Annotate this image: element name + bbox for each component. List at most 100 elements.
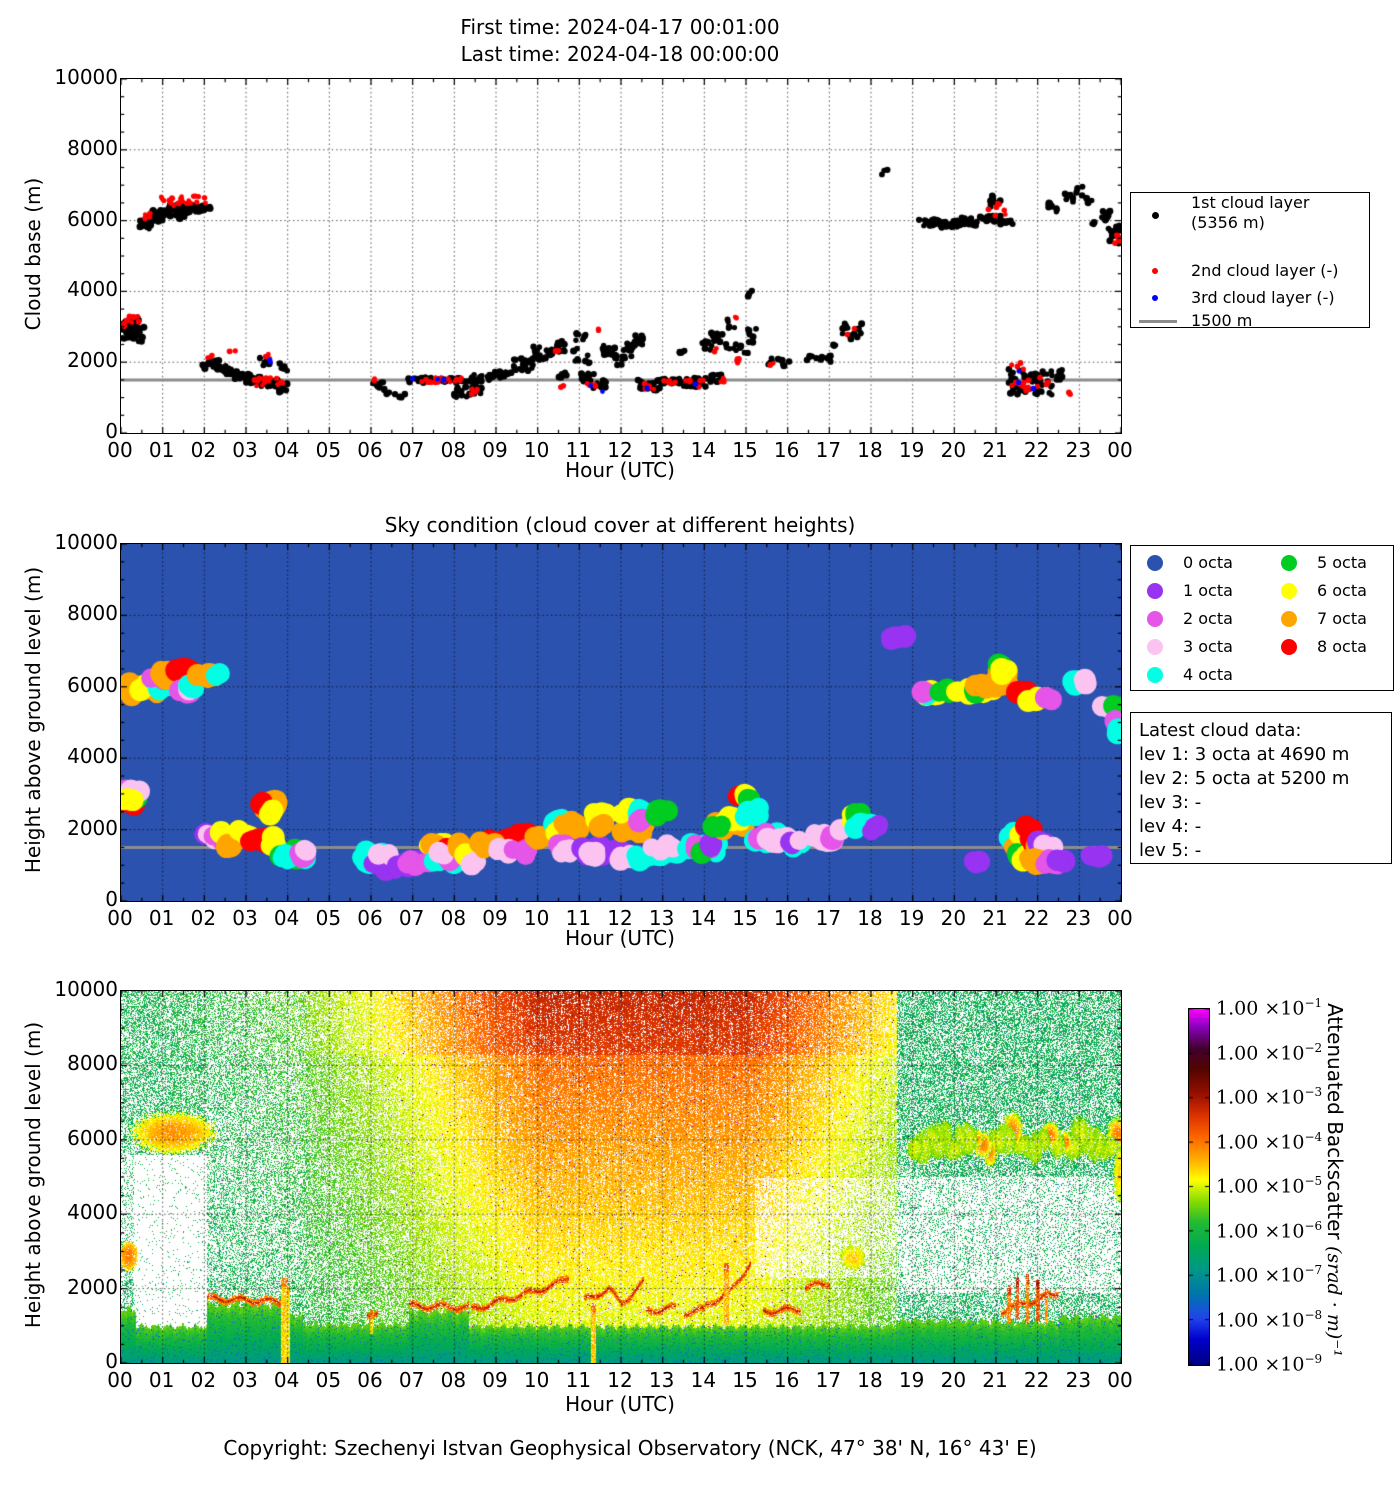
latest-box-line: lev 4: - xyxy=(1139,816,1202,837)
p2-xtick-label: 18 xyxy=(857,906,883,930)
p3-xtick-label: 16 xyxy=(773,1368,800,1392)
sky-condition-canvas xyxy=(121,544,1121,901)
colorbar-tick-label: 1.00 ×10−8 xyxy=(1216,1307,1323,1331)
p3-ytick-label: 10000 xyxy=(54,977,118,1001)
octa-label: 7 octa xyxy=(1317,609,1367,628)
latest-box-line: lev 1: 3 octa at 4690 m xyxy=(1139,744,1350,765)
copyright: Copyright: Szechenyi Istvan Geophysical … xyxy=(223,1436,1037,1460)
latest-cloud-data-box: Latest cloud data: lev 1: 3 octa at 4690 … xyxy=(1130,712,1392,864)
colorbar-tick-label: 1.00 ×10−4 xyxy=(1216,1129,1323,1153)
p3-xtick-label: 03 xyxy=(232,1368,258,1392)
octa-label: 3 octa xyxy=(1183,637,1233,656)
colorbar-tick-label: 1.00 ×10−3 xyxy=(1216,1085,1323,1109)
p2-xtick-label: 02 xyxy=(190,906,217,930)
p3-xtick-label: 05 xyxy=(315,1368,342,1392)
p3-xtick-label: 23 xyxy=(1065,1368,1092,1392)
p3-ytick-label: 6000 xyxy=(67,1125,118,1150)
p3-xtick-label: 01 xyxy=(148,1368,175,1392)
p1-xtick-label: 01 xyxy=(148,438,175,462)
p1-ytick-label: 8000 xyxy=(67,135,118,160)
p2-xtick-label: 17 xyxy=(815,906,842,930)
colorbar-axis-label: Attenuated Backscatter (srad · m)⁻¹ xyxy=(1323,965,1347,1395)
p2-xtick-label: 00 xyxy=(107,906,133,930)
p2-xtick-label: 05 xyxy=(315,906,342,930)
octa-label: 6 octa xyxy=(1317,581,1367,600)
p2-xtick-label: 22 xyxy=(1023,906,1050,930)
p1-y-axis-label: Cloud base (m) xyxy=(21,177,45,331)
p2-xtick-label: 03 xyxy=(232,906,258,930)
p1-xtick-label: 02 xyxy=(190,438,217,462)
p1-xtick-label: 22 xyxy=(1023,438,1050,462)
p1-xtick-label: 17 xyxy=(815,438,842,462)
legend-label: 1st cloud layer (5356 m) xyxy=(1191,193,1310,232)
p3-xtick-label: 15 xyxy=(732,1368,758,1392)
p2-xtick-label: 21 xyxy=(982,906,1008,930)
latest-box-line: lev 2: 5 octa at 5200 m xyxy=(1139,768,1350,789)
p2-xtick-label: 13 xyxy=(648,906,675,930)
p2-xtick-label: 11 xyxy=(565,906,592,930)
cloud-base-canvas xyxy=(121,79,1121,433)
p1-xtick-label: 13 xyxy=(648,438,675,462)
p1-ytick-label: 4000 xyxy=(67,277,118,302)
p2-xtick-label: 19 xyxy=(898,906,925,930)
p2-xtick-label: 16 xyxy=(773,906,800,930)
octa-label: 5 octa xyxy=(1317,553,1367,572)
p3-xtick-label: 18 xyxy=(857,1368,883,1392)
p1-xtick-label: 06 xyxy=(357,438,383,462)
p1-ytick-label: 10000 xyxy=(54,65,118,89)
last-time-title: Last time: 2024-04-18 00:00:00 xyxy=(460,42,780,66)
p1-xtick-label: 20 xyxy=(940,438,967,462)
octa-label: 8 octa xyxy=(1317,637,1367,656)
p1-ytick-label: 6000 xyxy=(67,206,118,231)
p1-xtick-label: 00 xyxy=(107,438,133,462)
p3-xtick-label: 09 xyxy=(482,1368,508,1392)
backscatter-plot xyxy=(120,990,1122,1364)
p3-xtick-label: 07 xyxy=(398,1368,425,1392)
p3-xtick-label: 13 xyxy=(648,1368,675,1392)
p3-xtick-label: 20 xyxy=(940,1368,967,1392)
p3-xtick-label: 04 xyxy=(273,1368,300,1392)
p1-xtick-label: 21 xyxy=(982,438,1008,462)
p1-xtick-label: 04 xyxy=(273,438,300,462)
p3-y-axis-label: Height above ground level (m) xyxy=(21,1021,45,1329)
octa-dot-6 xyxy=(1281,583,1297,599)
legend-label: 3rd cloud layer (-) xyxy=(1191,288,1335,307)
colorbar-canvas xyxy=(1189,1009,1209,1365)
p3-xtick-label: 06 xyxy=(357,1368,383,1392)
p3-xtick-label: 00 xyxy=(107,1368,133,1392)
p1-xtick-label: 09 xyxy=(482,438,508,462)
colorbar-tick-label: 1.00 ×10−1 xyxy=(1216,996,1323,1020)
p1-xtick-label: 10 xyxy=(523,438,550,462)
p2-xtick-label: 20 xyxy=(940,906,967,930)
p3-xtick-label: 22 xyxy=(1023,1368,1050,1392)
p1-xtick-label: 14 xyxy=(690,438,717,462)
p1-xtick-label: 07 xyxy=(398,438,425,462)
p1-xtick-label: 11 xyxy=(565,438,592,462)
colorbar-tick-label: 1.00 ×10−5 xyxy=(1216,1174,1323,1198)
colorbar xyxy=(1188,1008,1210,1366)
p2-ytick-label: 10000 xyxy=(54,530,118,554)
colorbar-tick-label: 1.00 ×10−6 xyxy=(1216,1218,1323,1242)
p2-ytick-label: 4000 xyxy=(67,744,118,769)
octa-dot-1 xyxy=(1147,583,1163,599)
p2-xtick-label: 00 xyxy=(1107,906,1133,930)
p2-xtick-label: 12 xyxy=(607,906,633,930)
colorbar-label-unit: (srad · m)⁻¹ xyxy=(1323,1245,1345,1357)
legend-refline-sample xyxy=(1139,319,1177,323)
p1-ytick-label: 0 xyxy=(105,419,118,443)
p3-xtick-label: 08 xyxy=(440,1368,467,1392)
p3-ytick-label: 4000 xyxy=(67,1200,118,1225)
legend-dot-2 xyxy=(1152,268,1158,274)
p1-xtick-label: 18 xyxy=(857,438,883,462)
cloud-base-plot xyxy=(120,78,1122,434)
colorbar-tick-label: 1.00 ×10−2 xyxy=(1216,1040,1323,1064)
p1-xtick-label: 08 xyxy=(440,438,467,462)
p3-ytick-label: 2000 xyxy=(67,1274,118,1299)
p2-xtick-label: 09 xyxy=(482,906,508,930)
octa-dot-2 xyxy=(1147,611,1163,627)
p1-x-axis-label: Hour (UTC) xyxy=(565,458,675,482)
octa-legend: 0 octa 1 octa 2 octa 3 octa 4 octa 5 octa 6 oc… xyxy=(1130,545,1394,691)
octa-dot-5 xyxy=(1281,555,1297,571)
plot-title: First time: 2024-04-17 00:01:00 Last tim… xyxy=(120,14,1120,68)
